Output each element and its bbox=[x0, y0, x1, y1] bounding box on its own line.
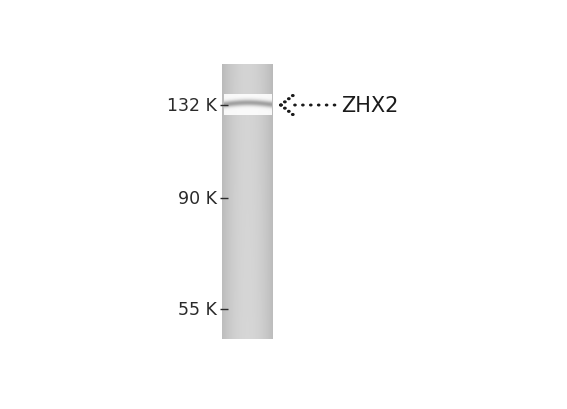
Circle shape bbox=[318, 105, 320, 106]
Text: ZHX2: ZHX2 bbox=[341, 96, 399, 116]
Text: 132 K: 132 K bbox=[167, 97, 217, 115]
Circle shape bbox=[333, 105, 336, 106]
Circle shape bbox=[310, 105, 312, 106]
Circle shape bbox=[291, 95, 294, 97]
Circle shape bbox=[302, 105, 304, 106]
Circle shape bbox=[280, 105, 282, 107]
Circle shape bbox=[325, 105, 328, 106]
Text: 90 K: 90 K bbox=[178, 190, 217, 208]
Text: 55 K: 55 K bbox=[178, 300, 217, 318]
Circle shape bbox=[287, 111, 290, 113]
Circle shape bbox=[284, 108, 286, 110]
Circle shape bbox=[280, 105, 282, 107]
Circle shape bbox=[284, 102, 286, 103]
Circle shape bbox=[294, 105, 296, 106]
Circle shape bbox=[291, 115, 294, 116]
Circle shape bbox=[287, 99, 290, 100]
